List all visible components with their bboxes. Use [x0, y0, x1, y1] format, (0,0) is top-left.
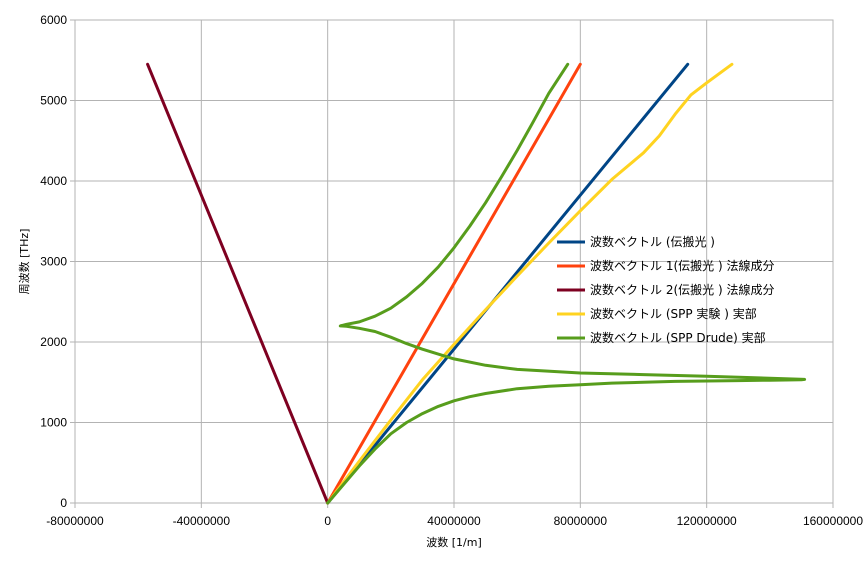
y-tick-label: 6000: [40, 13, 67, 27]
legend-label: 波数ベクトル 1(伝搬光 ) 法線成分: [590, 258, 774, 273]
y-tick-label: 4000: [40, 174, 67, 188]
series-line-4: [326, 62, 734, 505]
x-tick-label: -40000000: [173, 514, 231, 528]
series-line-2: [326, 62, 582, 505]
series-line-3: [146, 62, 330, 505]
y-axis-title: 周波数 [THz]: [18, 229, 31, 295]
x-axis-title: 波数 [1/m]: [426, 536, 482, 549]
legend-label: 波数ベクトル (伝搬光 ): [590, 234, 715, 249]
x-tick-label: 40000000: [427, 514, 481, 528]
y-tick-label: 1000: [40, 416, 67, 430]
x-tick-label: -80000000: [46, 514, 104, 528]
series-line-5: [326, 62, 807, 505]
y-tick-label: 5000: [40, 94, 67, 108]
x-tick-label: 80000000: [554, 514, 608, 528]
y-tick-label: 2000: [40, 335, 67, 349]
x-tick-label: 0: [324, 514, 331, 528]
x-tick-label: 120000000: [677, 514, 737, 528]
series-layer: [146, 62, 807, 505]
series-line-1: [326, 62, 690, 505]
plot-frame: [74, 19, 834, 504]
legend-label: 波数ベクトル (SPP Drude) 実部: [590, 330, 766, 345]
y-tick-label: 3000: [40, 255, 67, 269]
legend-label: 波数ベクトル (SPP 実験 ) 実部: [590, 306, 757, 321]
legend-label: 波数ベクトル 2(伝搬光 ) 法線成分: [590, 282, 774, 297]
tick-layer: -80000000 -40000000 0 40000000 80000000 12000…: [40, 13, 863, 528]
y-tick-label: 0: [60, 496, 67, 510]
x-tick-label: 160000000: [803, 514, 863, 528]
